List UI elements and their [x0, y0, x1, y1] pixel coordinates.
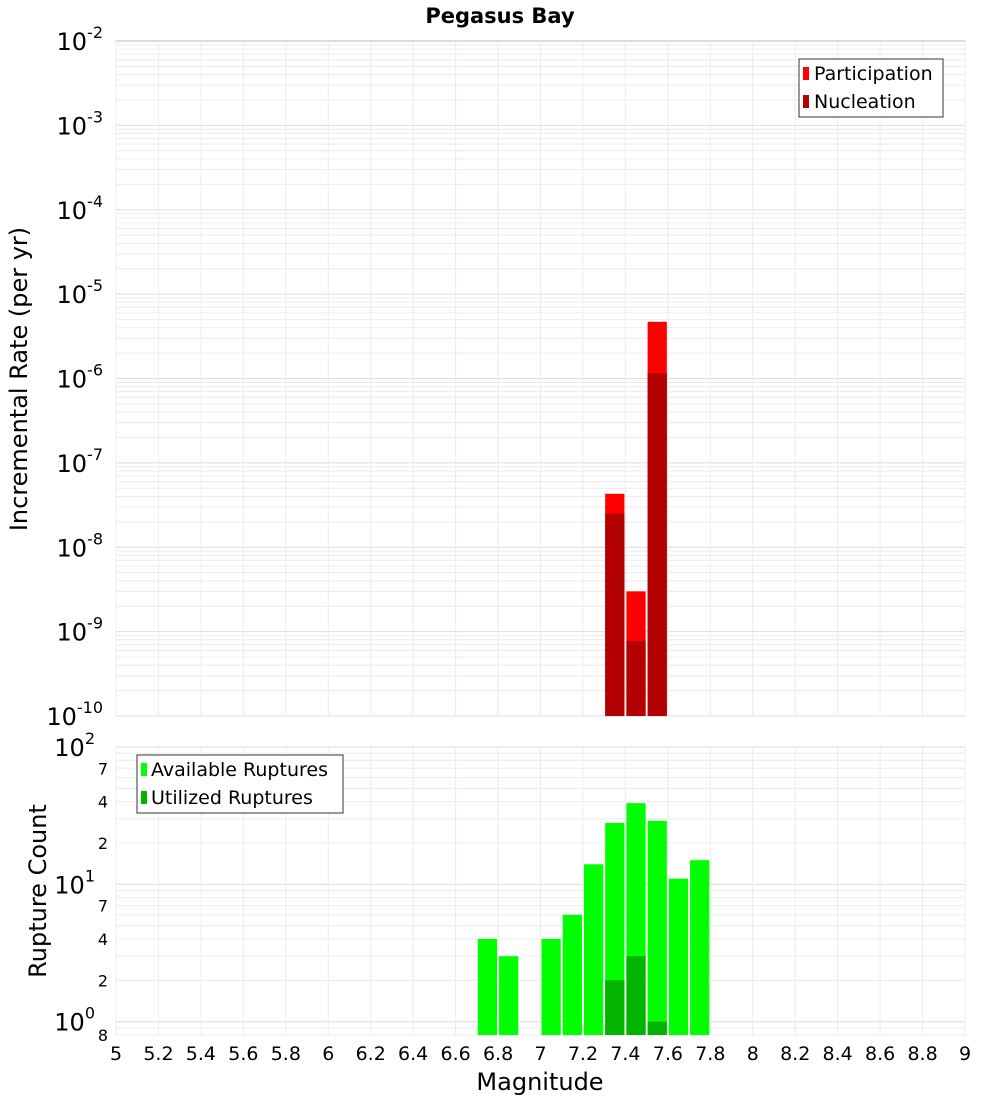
legend-label-participation: Participation — [814, 63, 933, 85]
rate-y-tick-label: 10-6 — [57, 361, 104, 394]
rate-y-tick-label: 10-10 — [46, 698, 103, 731]
rate-y-tick-label: 10-3 — [57, 107, 104, 140]
x-tick-label: 6 — [322, 1043, 334, 1065]
x-tick-label: 5.6 — [228, 1043, 258, 1065]
rate-y-tick-label: 10-2 — [57, 23, 104, 56]
legend-swatch-participation — [803, 67, 809, 80]
legend-label-nucleation: Nucleation — [814, 91, 916, 113]
x-tick-label: 7.4 — [610, 1043, 640, 1065]
bar-utilized-ruptures-7.45 — [626, 956, 646, 1035]
rate-bars — [605, 321, 667, 716]
count-y-tick-label-minor: 7 — [98, 759, 108, 778]
x-tick-labels: 5 5.2 5.4 5.6 5.8 6 6.2 6.4 6.6 6.8 7 7.2 7.4 7.6 7.8 8… — [110, 1043, 971, 1065]
count-y-tick-label-major: 100 — [54, 1004, 95, 1037]
rate-y-tick-label: 10-9 — [57, 614, 104, 647]
x-tick-label: 6.4 — [398, 1043, 428, 1065]
x-tick-label: 5.2 — [143, 1043, 173, 1065]
bar-available-ruptures-7.15 — [562, 914, 582, 1035]
x-tick-label: 7.6 — [653, 1043, 683, 1065]
x-tick-label: 9 — [959, 1043, 971, 1065]
bar-available-ruptures-7.65 — [668, 878, 689, 1035]
bar-available-ruptures-6.85 — [499, 956, 519, 1035]
count-y-tick-label-major: 101 — [54, 866, 95, 899]
rate-y-tick-label: 10-7 — [57, 445, 104, 478]
x-tick-label: 6.8 — [483, 1043, 513, 1065]
legend-swatch-nucleation — [803, 95, 809, 108]
bar-nucleation-7.35 — [605, 513, 625, 716]
count-y-tick-label-minor: 2 — [98, 971, 108, 990]
x-tick-label: 6.2 — [356, 1043, 386, 1065]
count-y-tick-label-minor: 4 — [98, 793, 108, 812]
count-y-tick-label-minor: 7 — [98, 897, 108, 916]
bar-utilized-ruptures-7.35 — [605, 980, 625, 1035]
bar-available-ruptures-6.75 — [477, 939, 498, 1035]
x-tick-label: 8.2 — [780, 1043, 810, 1065]
legend-label-utilized: Utilized Ruptures — [151, 787, 313, 809]
count-legend: Available Ruptures Utilized Ruptures — [136, 754, 344, 814]
bar-available-ruptures-7.75 — [690, 860, 710, 1035]
legend-swatch-utilized — [141, 791, 147, 804]
x-tick-label: 5.4 — [186, 1043, 216, 1065]
rate-y-tick-label: 10-8 — [57, 529, 104, 562]
count-y-tick-label-minor: 4 — [98, 930, 108, 949]
count-y-tick-label-major: 102 — [54, 729, 95, 762]
x-axis-title: Magnitude — [476, 1068, 603, 1096]
rate-y-tick-labels: 10-10 10-9 10-8 10-7 10-6 10-5 10-4 10-3 10-2 — [46, 23, 103, 731]
count-legend-box — [136, 754, 344, 814]
bar-utilized-ruptures-7.55 — [647, 1021, 667, 1035]
legend-swatch-available — [141, 763, 147, 776]
rate-y-tick-label: 10-5 — [57, 276, 104, 309]
rate-legend: Participation Nucleation — [798, 58, 944, 118]
rate-y-axis-title: Incremental Rate (per yr) — [5, 227, 33, 531]
count-gridlines — [115, 746, 966, 1036]
bar-nucleation-7.45 — [626, 641, 646, 716]
bar-available-ruptures-7.55 — [647, 820, 667, 1035]
rate-gridlines — [115, 41, 966, 717]
x-tick-label: 8.4 — [823, 1043, 853, 1065]
rate-legend-box — [798, 58, 944, 118]
count-y-tick-label-minor: 8 — [98, 1026, 108, 1045]
count-y-axis-title: Rupture Count — [24, 804, 52, 978]
x-tick-label: 7.2 — [568, 1043, 598, 1065]
chart-title: Pegasus Bay — [425, 4, 575, 28]
x-tick-label: 7.8 — [695, 1043, 725, 1065]
x-tick-label: 8 — [747, 1043, 759, 1065]
x-tick-label: 5.8 — [271, 1043, 301, 1065]
rate-panel: 10-10 10-9 10-8 10-7 10-6 10-5 10-4 10-3 10-2 In… — [5, 23, 966, 731]
bar-nucleation-7.55 — [647, 373, 667, 716]
x-tick-label: 7 — [534, 1043, 546, 1065]
x-tick-label: 5 — [110, 1043, 122, 1065]
x-tick-label: 8.6 — [865, 1043, 895, 1065]
x-tick-label: 8.8 — [907, 1043, 937, 1065]
rate-y-tick-label: 10-4 — [57, 192, 104, 225]
bar-available-ruptures-7.05 — [541, 939, 561, 1035]
bar-available-ruptures-7.25 — [583, 864, 604, 1035]
x-tick-label: 6.6 — [440, 1043, 470, 1065]
count-y-tick-label-minor: 2 — [98, 834, 108, 853]
legend-label-available: Available Ruptures — [151, 759, 328, 781]
count-bars — [477, 803, 710, 1035]
